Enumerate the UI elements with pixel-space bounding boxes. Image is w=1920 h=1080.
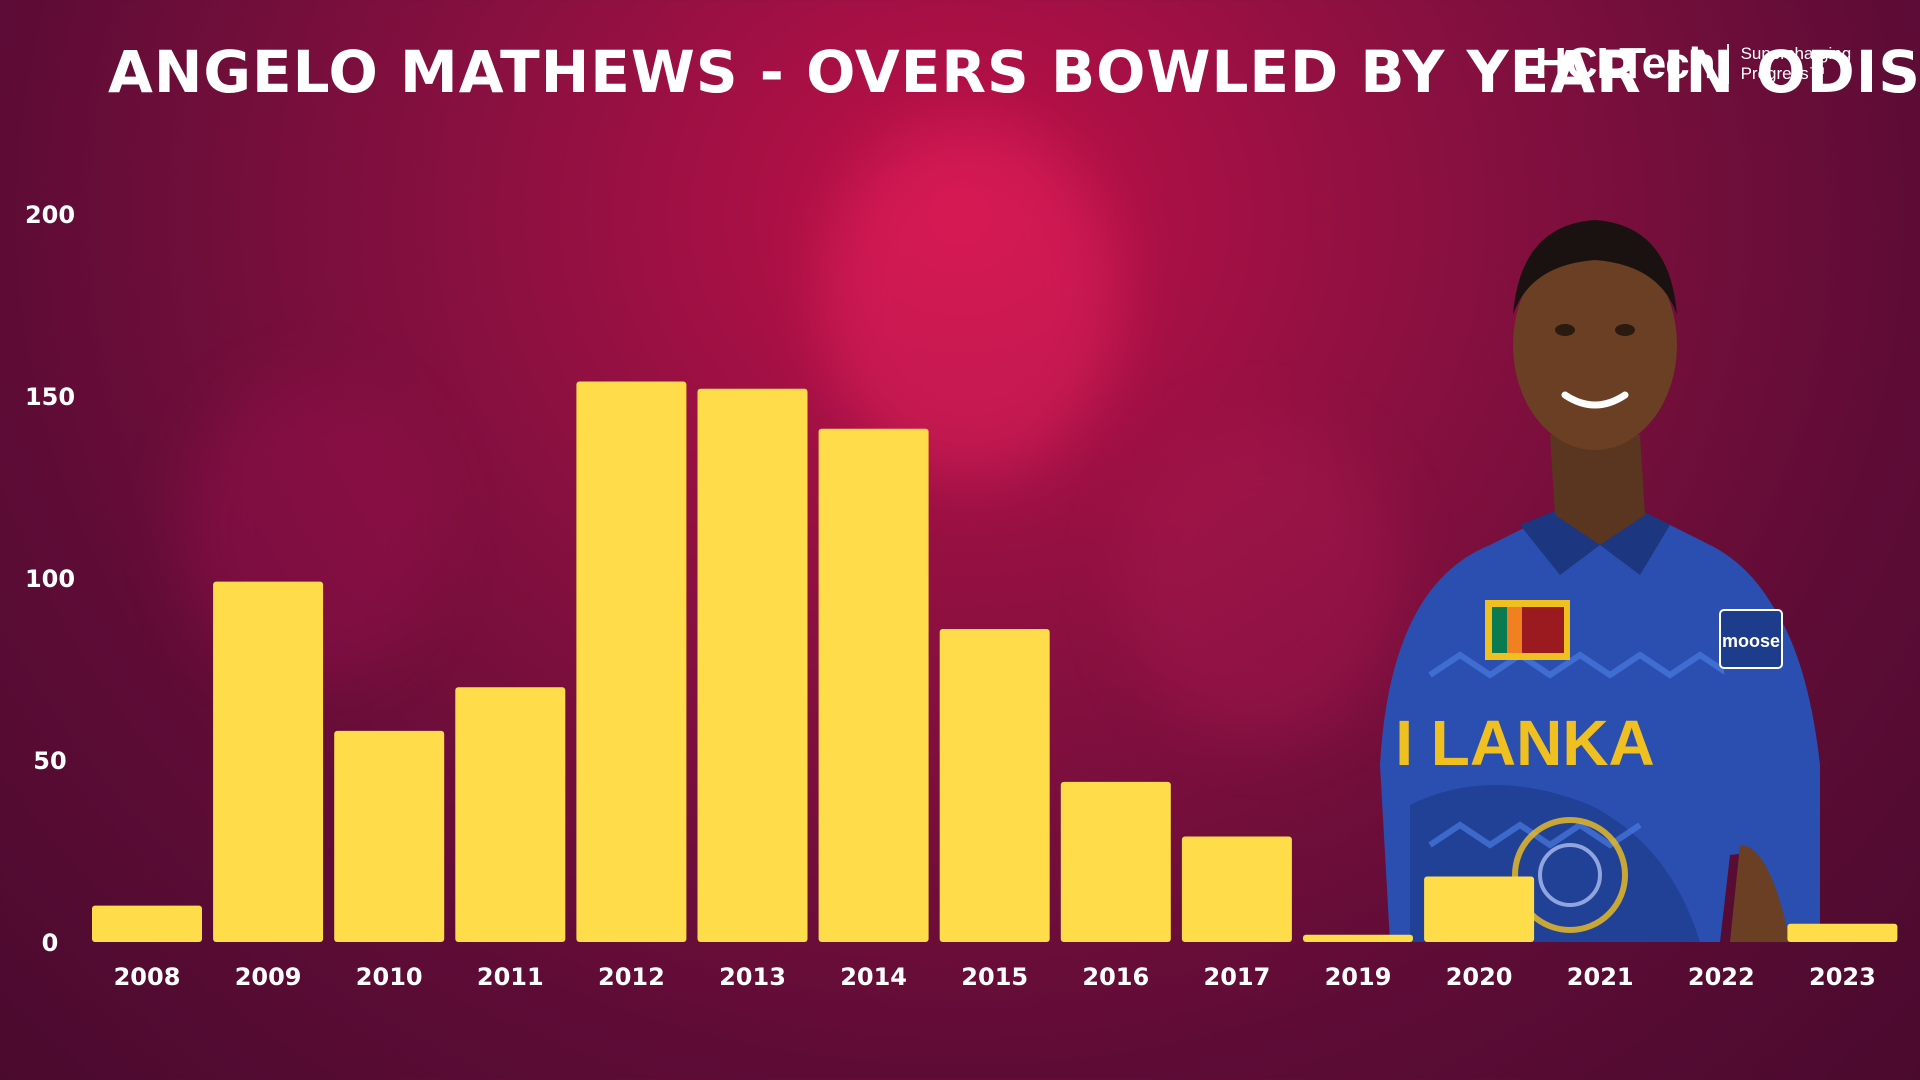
logo-tagline-line1: Supercharging [1740,44,1852,63]
bar-2017 [1181,836,1292,942]
logo-tagline: Supercharging Progress™ [1741,44,1852,84]
x-tick-label: 2023 [1809,963,1876,991]
x-tick-label: 2016 [1082,963,1149,991]
bar-2014 [818,428,929,942]
x-tick-label: 2021 [1567,963,1634,991]
x-tick-label: 2019 [1325,963,1392,991]
x-tick-label: 2009 [235,963,302,991]
x-tick-label: 2013 [719,963,786,991]
logo-tagline-line2: Progress™ [1740,64,1826,83]
sponsor-text: moose [1722,631,1780,651]
hcltech-logo: HCLTech Supercharging Progress™ [1535,39,1852,88]
x-tick-label: 2012 [598,963,665,991]
bar-2023 [1787,923,1898,942]
bar-2019 [1303,934,1413,942]
shirt-text: I LANKA [1395,707,1655,779]
x-tick-label: 2014 [840,963,907,991]
bar-2015 [939,628,1050,942]
bar-2008 [92,905,202,942]
y-tick-label: 150 [25,383,75,411]
x-tick-label: 2008 [114,963,181,991]
background-blob [1120,420,1400,740]
x-tick-label: 2015 [961,963,1028,991]
bar-2012 [576,381,687,942]
bar-2016 [1060,781,1171,942]
x-tick-label: 2010 [356,963,423,991]
x-tick-label: 2022 [1688,963,1755,991]
y-tick-label: 0 [42,929,59,957]
bar-2010 [334,730,445,942]
y-tick-label: 100 [25,565,75,593]
bar-2011 [455,687,566,942]
y-tick-label: 50 [33,747,66,775]
x-tick-label: 2011 [477,963,544,991]
background-blob [820,120,1120,480]
bar-2013 [697,388,808,943]
player-photo: moose I LANKA [1380,220,1820,942]
y-tick-label: 200 [25,201,75,229]
logo-brand: HCLTech [1535,39,1716,88]
bar-2009 [213,581,324,942]
bar-2020 [1424,876,1535,942]
x-tick-label: 2017 [1204,963,1271,991]
logo-divider [1726,44,1729,84]
x-tick-label: 2020 [1446,963,1513,991]
